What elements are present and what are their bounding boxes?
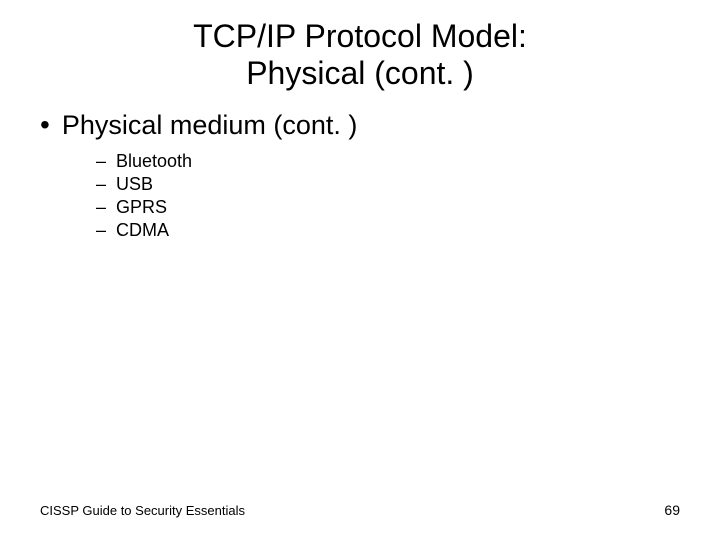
bullet-level-1: • Physical medium (cont. ) [40, 110, 680, 141]
list-item: – USB [96, 174, 680, 195]
dash-icon: – [96, 174, 116, 195]
dash-icon: – [96, 197, 116, 218]
slide-footer: CISSP Guide to Security Essentials 69 [40, 502, 680, 518]
list-item: – Bluetooth [96, 151, 680, 172]
title-line-2: Physical (cont. ) [246, 55, 474, 91]
list-item: – GPRS [96, 197, 680, 218]
sub-item-text: Bluetooth [116, 151, 192, 172]
sub-bullet-list: – Bluetooth – USB – GPRS – CDMA [96, 151, 680, 241]
bullet-dot-icon: • [40, 111, 50, 139]
dash-icon: – [96, 220, 116, 241]
title-line-1: TCP/IP Protocol Model: [193, 18, 527, 54]
sub-item-text: CDMA [116, 220, 169, 241]
page-number: 69 [664, 502, 680, 518]
sub-item-text: GPRS [116, 197, 167, 218]
sub-item-text: USB [116, 174, 153, 195]
dash-icon: – [96, 151, 116, 172]
bullet-l1-text: Physical medium (cont. ) [62, 110, 358, 141]
slide: TCP/IP Protocol Model: Physical (cont. )… [0, 0, 720, 540]
slide-title: TCP/IP Protocol Model: Physical (cont. ) [40, 18, 680, 92]
list-item: – CDMA [96, 220, 680, 241]
footer-source: CISSP Guide to Security Essentials [40, 503, 245, 518]
